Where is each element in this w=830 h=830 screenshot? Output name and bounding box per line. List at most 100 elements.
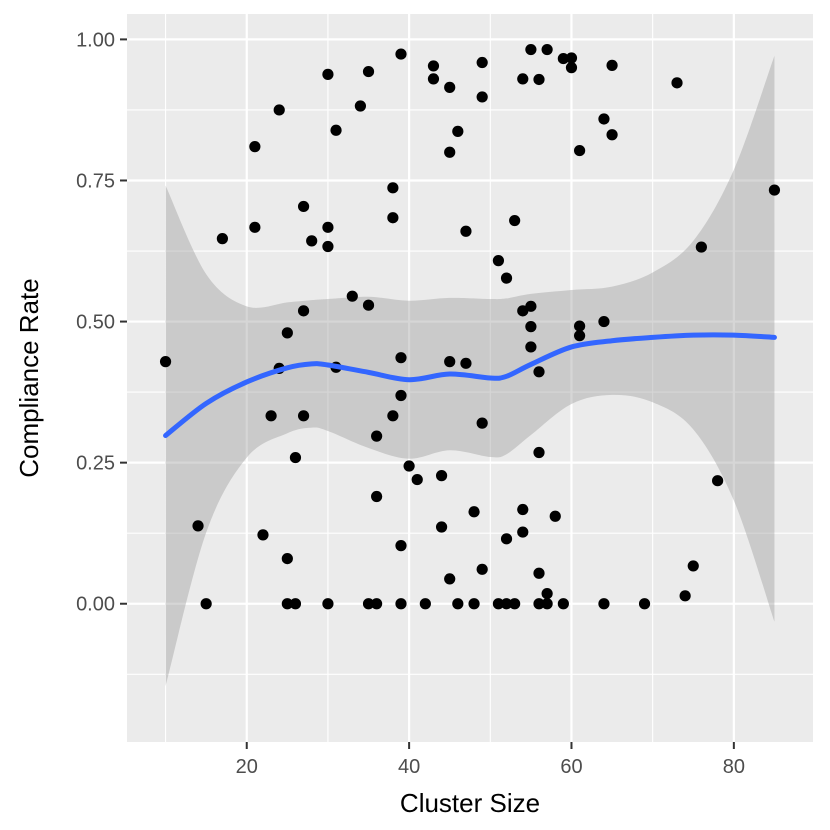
data-point <box>541 598 553 610</box>
data-point <box>444 356 456 368</box>
data-point <box>517 73 529 85</box>
data-point <box>281 327 293 339</box>
data-point <box>695 241 707 253</box>
data-point <box>395 540 407 552</box>
data-point <box>281 598 293 610</box>
data-point <box>525 43 537 56</box>
data-point <box>509 598 521 610</box>
y-tick-label: 0.00 <box>76 594 115 616</box>
data-point <box>200 598 212 610</box>
data-point <box>549 510 561 522</box>
smooth-line-layer <box>163 332 777 439</box>
data-point <box>371 430 383 442</box>
data-point <box>330 124 342 136</box>
y-tick-labels: 0.00 0.25 0.50 0.75 1.00 <box>76 29 115 615</box>
y-axis-title: Compliance Rate <box>14 278 44 477</box>
data-point <box>476 563 488 575</box>
data-point <box>419 598 431 610</box>
data-point <box>216 233 228 245</box>
data-point <box>395 598 407 610</box>
data-point <box>249 221 261 233</box>
data-point <box>533 73 545 86</box>
data-point <box>346 290 358 302</box>
data-point <box>362 598 375 610</box>
x-tick-label: 40 <box>398 756 420 778</box>
y-tick-label: 0.75 <box>76 170 115 192</box>
data-point <box>322 221 334 233</box>
y-tick-label: 1.00 <box>76 29 115 51</box>
data-point <box>541 587 553 600</box>
data-point <box>257 529 269 541</box>
data-point <box>468 598 480 610</box>
data-point <box>533 598 545 610</box>
data-point <box>573 330 586 342</box>
data-point <box>435 470 448 482</box>
data-point <box>427 60 440 72</box>
data-point <box>712 475 724 487</box>
data-point <box>354 100 367 112</box>
data-point <box>322 598 334 610</box>
data-point <box>452 125 464 137</box>
x-axis-title: Cluster Size <box>400 788 540 818</box>
data-point <box>297 200 310 213</box>
data-point <box>500 272 513 284</box>
data-point <box>322 68 334 80</box>
data-point <box>500 533 513 545</box>
data-point <box>435 521 448 533</box>
y-tick-label: 0.50 <box>76 312 115 334</box>
data-point <box>306 235 318 247</box>
data-point <box>427 73 440 85</box>
data-point <box>638 598 651 610</box>
data-point <box>573 320 586 332</box>
data-point <box>565 52 578 64</box>
data-point <box>768 184 781 196</box>
data-point <box>192 520 204 532</box>
data-point <box>387 212 399 224</box>
x-tick-label: 80 <box>723 756 745 778</box>
data-point <box>517 526 529 538</box>
data-point <box>476 56 488 69</box>
data-point <box>395 352 407 364</box>
data-point <box>476 91 488 103</box>
data-point <box>362 299 375 311</box>
data-point <box>492 598 505 610</box>
data-point <box>671 77 683 89</box>
data-point <box>452 598 464 610</box>
data-point <box>557 598 569 610</box>
data-point <box>289 598 302 610</box>
data-point <box>387 182 399 194</box>
data-point <box>525 341 537 353</box>
y-tick-label: 0.25 <box>76 453 115 475</box>
data-point <box>371 490 383 503</box>
data-point <box>533 567 545 579</box>
data-point <box>565 62 578 74</box>
data-point <box>403 460 415 472</box>
data-point <box>606 129 618 141</box>
data-point <box>525 321 537 333</box>
x-tick-labels: 20 40 60 80 <box>236 756 745 778</box>
data-point <box>598 598 610 610</box>
data-point <box>533 366 545 378</box>
data-point <box>444 81 456 93</box>
confidence-band <box>165 55 775 687</box>
data-point <box>265 410 277 422</box>
data-point <box>297 305 310 317</box>
data-point <box>679 590 691 602</box>
data-point <box>249 141 261 153</box>
data-point <box>289 451 302 464</box>
data-point <box>460 225 472 237</box>
data-point <box>687 560 699 572</box>
data-point <box>387 410 399 422</box>
data-point <box>322 240 334 253</box>
data-point <box>492 255 505 267</box>
smooth-fit-line <box>163 332 777 439</box>
data-point <box>509 214 521 227</box>
data-point <box>598 315 610 328</box>
data-point <box>476 417 488 429</box>
data-point <box>533 446 545 459</box>
data-point <box>362 65 375 78</box>
data-points <box>159 43 781 610</box>
data-point <box>273 104 285 116</box>
data-point <box>281 552 293 565</box>
